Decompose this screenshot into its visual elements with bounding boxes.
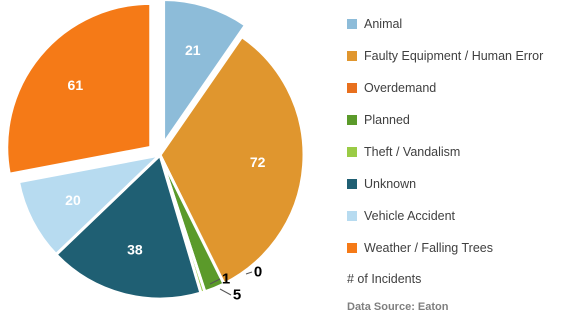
data-label-planned: 5 bbox=[233, 287, 241, 304]
legend-item-theft-vandalism: Theft / Vandalism bbox=[347, 136, 543, 168]
pie-slices bbox=[5, 0, 306, 301]
legend-swatch bbox=[347, 51, 357, 61]
data-labels: 21 72 051 38 20 61 bbox=[65, 42, 266, 303]
data-label-theft-vandalism: 1 bbox=[222, 271, 230, 288]
legend-items: Animal Faulty Equipment / Human Error Over… bbox=[347, 8, 543, 264]
slice-vehicle-accident bbox=[17, 153, 162, 257]
legend-label: Weather / Falling Trees bbox=[364, 241, 493, 255]
data-source: Data Source: Eaton bbox=[347, 301, 449, 313]
legend-item-animal: Animal bbox=[347, 8, 543, 40]
leader-lines bbox=[209, 271, 253, 296]
slice-weather-falling-trees bbox=[5, 1, 153, 176]
legend-label: Faulty Equipment / Human Error bbox=[364, 49, 544, 63]
legend-swatch bbox=[347, 115, 357, 125]
legend-label: Overdemand bbox=[364, 81, 437, 95]
legend-item-overdemand: Overdemand bbox=[347, 72, 543, 104]
slice-faulty-equipment-human-error bbox=[158, 35, 306, 286]
legend-swatch bbox=[347, 83, 357, 93]
legend-swatch bbox=[347, 243, 357, 253]
legend-item-weather-falling-trees: Weather / Falling Trees bbox=[347, 232, 543, 264]
leader-line-overdemand bbox=[245, 271, 253, 275]
legend: Animal Faulty Equipment / Human Error Over… bbox=[347, 8, 543, 320]
legend-note: # of Incidents bbox=[347, 272, 422, 286]
legend-swatch bbox=[347, 179, 357, 189]
legend-label: Animal bbox=[364, 17, 403, 31]
legend-label: Unknown bbox=[364, 177, 417, 191]
data-label-vehicle-accident: 20 bbox=[65, 192, 81, 208]
legend-item-faulty-equipment-human-error: Faulty Equipment / Human Error bbox=[347, 40, 543, 72]
legend-item-vehicle-accident: Vehicle Accident bbox=[347, 200, 543, 232]
data-label-weather-falling-trees: 61 bbox=[68, 77, 84, 93]
data-label-faulty-equipment-human-error: 72 bbox=[250, 154, 266, 170]
slice-unknown bbox=[54, 153, 203, 301]
legend-swatch bbox=[347, 147, 357, 157]
legend-label: Vehicle Accident bbox=[364, 209, 456, 223]
leader-line-theft-vandalism bbox=[209, 278, 221, 285]
data-label-unknown: 38 bbox=[127, 242, 143, 258]
legend-swatch bbox=[347, 19, 357, 29]
legend-swatch bbox=[347, 211, 357, 221]
data-label-animal: 21 bbox=[185, 42, 201, 58]
legend-item-unknown: Unknown bbox=[347, 168, 543, 200]
legend-label: Theft / Vandalism bbox=[364, 145, 461, 159]
leader-line-planned bbox=[219, 288, 232, 296]
data-label-overdemand: 0 bbox=[254, 264, 262, 281]
legend-item-planned: Planned bbox=[347, 104, 543, 136]
slice-animal bbox=[162, 0, 248, 146]
legend-label: Planned bbox=[364, 113, 410, 127]
